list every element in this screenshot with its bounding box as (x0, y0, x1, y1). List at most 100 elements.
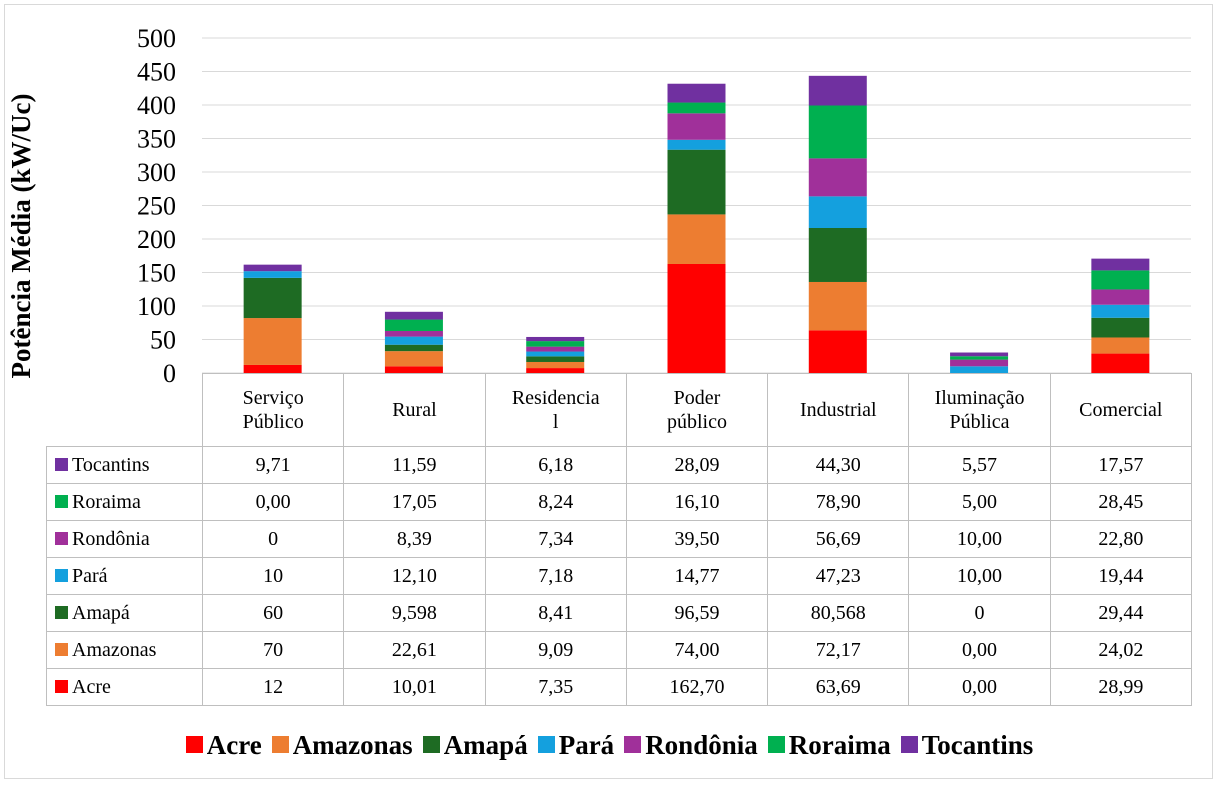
data-value-cell: 56,69 (767, 520, 910, 558)
series-name-cell: Amapá (46, 594, 203, 632)
bar-segment (950, 356, 1009, 360)
legend-label: Amazonas (292, 730, 413, 760)
data-value-cell: 7,35 (484, 668, 627, 706)
table-corner (46, 373, 203, 447)
data-value-cell: 63,69 (767, 668, 910, 706)
data-value-cell: 24,02 (1049, 631, 1192, 669)
bar-segment (667, 214, 726, 264)
category-label-line: Iluminação (934, 387, 1025, 409)
category-label-line: Público (242, 411, 304, 433)
series-name-cell: Roraima (46, 483, 203, 521)
bar-segment (808, 281, 867, 331)
category-label: Comercial (1049, 373, 1192, 447)
bar-segment (384, 319, 443, 331)
bar-segment (1091, 304, 1150, 318)
legend-item: Rondônia (624, 730, 758, 761)
table-row: Tocantins 9,71 11,59 6,18 28,09 44,30 5,57 17,5… (46, 446, 1192, 484)
category-label-line: Industrial (799, 399, 877, 421)
data-value-cell: 12,10 (343, 557, 486, 595)
data-value-cell: 8,24 (484, 483, 627, 521)
category-label-line: público (666, 411, 727, 433)
data-value-cell: 28,99 (1049, 668, 1192, 706)
legend-swatch (271, 736, 289, 753)
bar-segment (1091, 353, 1150, 373)
legend-item: Amapá (422, 730, 528, 761)
bar-segment (1091, 289, 1150, 305)
legend-swatch (767, 736, 785, 753)
legend-label: Pará (558, 730, 615, 760)
data-value-cell: 162,70 (625, 668, 769, 706)
data-value-cell: 6,18 (484, 446, 627, 484)
data-value-cell: 72,17 (767, 631, 910, 669)
bar-segment (384, 344, 443, 352)
data-value-cell: 5,00 (908, 483, 1051, 521)
data-value-cell: 28,45 (1049, 483, 1192, 521)
chart-frame (4, 4, 1213, 779)
bar-segment (1091, 270, 1150, 290)
series-swatch (55, 643, 68, 656)
bar-segment (384, 336, 443, 345)
data-value-cell: 74,00 (625, 631, 769, 669)
bar-segment (526, 368, 585, 373)
bar-segment (526, 341, 585, 347)
data-value-cell: 96,59 (625, 594, 769, 632)
category-label-line: Serviço (242, 387, 304, 409)
table-row: Pará 10 12,10 7,18 14,77 47,23 10,00 19,44 (46, 557, 1192, 595)
table-row: Amazonas 70 22,61 9,09 74,00 72,17 0,00 24,02 (46, 631, 1192, 669)
data-value-cell: 22,61 (343, 631, 486, 669)
data-value-cell: 9,598 (343, 594, 486, 632)
y-tick-label: 200 (137, 225, 176, 254)
bar-segment (1091, 317, 1150, 338)
series-name: Tocantins (72, 454, 150, 476)
category-label-line: Pública (949, 411, 1010, 433)
data-value-cell: 12 (201, 668, 345, 706)
data-value-cell: 9,71 (201, 446, 345, 484)
category-label-line: Residencia (511, 387, 600, 409)
bar-segment (384, 330, 443, 337)
bar-segment (526, 351, 585, 357)
data-value-cell: 0,00 (201, 483, 345, 521)
bar-segment (808, 75, 867, 106)
legend-item: Acre (185, 730, 262, 761)
category-label-line: Comercial (1079, 399, 1163, 421)
series-name-cell: Amazonas (46, 631, 203, 669)
table-row: Roraima 0,00 17,05 8,24 16,10 78,90 5,00 28,45 (46, 483, 1192, 521)
bar-segment (808, 227, 867, 282)
category-label: Iluminação Pública (908, 373, 1051, 447)
data-value-cell: 60 (201, 594, 345, 632)
series-swatch (55, 606, 68, 619)
legend-swatch (624, 736, 642, 753)
y-tick-label: 350 (137, 125, 176, 154)
series-name-cell: Acre (46, 668, 203, 706)
series-name: Acre (72, 676, 111, 698)
bar-segment (1091, 337, 1150, 354)
bar-segment (243, 271, 302, 278)
category-label: Residencia l (484, 373, 627, 447)
data-value-cell: 10 (201, 557, 345, 595)
bar-segment (950, 366, 1009, 373)
data-value-cell: 28,09 (625, 446, 769, 484)
legend-label: Tocantins (921, 730, 1034, 760)
data-value-cell: 7,18 (484, 557, 627, 595)
series-name: Amazonas (72, 639, 157, 661)
data-value-cell: 16,10 (625, 483, 769, 521)
bar-segment (243, 364, 302, 373)
table-row: Amapá 60 9,598 8,41 96,59 80,568 0 29,44 (46, 594, 1192, 632)
series-name-cell: Tocantins (46, 446, 203, 484)
data-value-cell: 80,568 (767, 594, 910, 632)
data-value-cell: 22,80 (1049, 520, 1192, 558)
data-value-cell: 14,77 (625, 557, 769, 595)
bar-segment (667, 263, 726, 373)
category-label: Serviço Público (201, 373, 345, 447)
bar-segment (243, 318, 302, 365)
bar-segment (384, 351, 443, 367)
data-value-cell: 17,05 (343, 483, 486, 521)
data-value-cell: 39,50 (625, 520, 769, 558)
category-label-line: Poder (673, 387, 721, 409)
table-header-row: Serviço Público Rural Residencia l Poder públi… (46, 373, 1192, 447)
data-value-cell: 5,57 (908, 446, 1051, 484)
bar-segment (667, 102, 726, 114)
legend-label: Rondônia (645, 730, 758, 760)
data-value-cell: 47,23 (767, 557, 910, 595)
data-value-cell: 11,59 (343, 446, 486, 484)
